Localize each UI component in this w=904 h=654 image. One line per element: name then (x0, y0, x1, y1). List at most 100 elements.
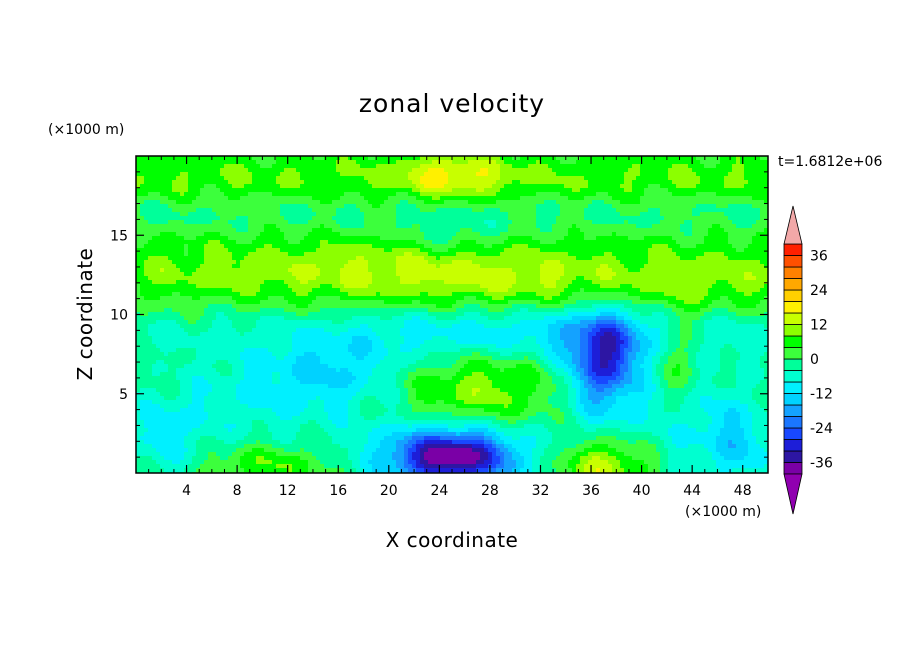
heatmap-cell (344, 176, 349, 181)
heatmap-cell (416, 208, 421, 213)
heatmap-cell (152, 236, 157, 241)
heatmap-cell (340, 244, 345, 249)
heatmap-cell (460, 188, 465, 193)
heatmap-cell (440, 176, 445, 181)
heatmap-cell (376, 160, 381, 165)
heatmap-cell (396, 236, 401, 241)
heatmap-cell (740, 168, 745, 173)
heatmap-cell (260, 212, 265, 217)
heatmap-cell (756, 268, 761, 273)
heatmap-cell (516, 212, 521, 217)
heatmap-cell (672, 204, 677, 209)
heatmap-cell (256, 276, 261, 281)
heatmap-cell (680, 232, 685, 237)
heatmap-cell (372, 180, 377, 185)
heatmap-cell (352, 176, 357, 181)
heatmap-cell (216, 192, 221, 197)
heatmap-cell (640, 188, 645, 193)
heatmap-cell (624, 204, 629, 209)
heatmap-cell (568, 212, 573, 217)
heatmap-cell (628, 200, 633, 205)
heatmap-cell (348, 264, 353, 269)
heatmap-cell (548, 184, 553, 189)
heatmap-cell (580, 180, 585, 185)
heatmap-cell (664, 176, 669, 181)
heatmap-cell (748, 264, 753, 269)
heatmap-cell (360, 280, 365, 285)
heatmap-cell (460, 204, 465, 209)
heatmap-cell (436, 248, 441, 253)
heatmap-cell (340, 264, 345, 269)
heatmap-cell (436, 224, 441, 229)
heatmap-cell (448, 180, 453, 185)
heatmap-cell (540, 164, 545, 169)
heatmap-cell (488, 276, 493, 281)
heatmap-cell (564, 248, 569, 253)
heatmap-cell (704, 168, 709, 173)
heatmap-cell (532, 160, 537, 165)
heatmap-cell (564, 252, 569, 257)
heatmap-cell (276, 200, 281, 205)
heatmap-cell (700, 256, 705, 261)
heatmap-cell (224, 184, 229, 189)
heatmap-cell (572, 196, 577, 201)
heatmap-cell (380, 196, 385, 201)
heatmap-cell (280, 220, 285, 225)
heatmap-cell (348, 280, 353, 285)
heatmap-cell (240, 280, 245, 285)
heatmap-cell (756, 200, 761, 205)
heatmap-cell (152, 252, 157, 257)
heatmap-cell (176, 252, 181, 257)
heatmap-cell (712, 192, 717, 197)
heatmap-cell (272, 232, 277, 237)
heatmap-cell (224, 272, 229, 277)
heatmap-cell (368, 212, 373, 217)
heatmap-cell (416, 176, 421, 181)
heatmap-cell (636, 184, 641, 189)
heatmap-cell (648, 240, 653, 245)
heatmap-cell (268, 256, 273, 261)
heatmap-cell (320, 272, 325, 277)
heatmap-cell (536, 252, 541, 257)
heatmap-cell (580, 264, 585, 269)
heatmap-cell (220, 200, 225, 205)
heatmap-cell (388, 196, 393, 201)
heatmap-cell (632, 156, 637, 161)
heatmap-cell (152, 224, 157, 229)
heatmap-cell (732, 232, 737, 237)
heatmap-cell (220, 196, 225, 201)
heatmap-cell (580, 240, 585, 245)
heatmap-cell (172, 240, 177, 245)
heatmap-cell (664, 168, 669, 173)
heatmap-cell (316, 180, 321, 185)
heatmap-cell (180, 248, 185, 253)
heatmap-cell (304, 208, 309, 213)
heatmap-cell (320, 244, 325, 249)
heatmap-cell (752, 172, 757, 177)
heatmap-cell (460, 244, 465, 249)
heatmap-cell (404, 216, 409, 221)
heatmap-cell (208, 188, 213, 193)
heatmap-cell (524, 208, 529, 213)
heatmap-cell (532, 276, 537, 281)
heatmap-cell (212, 208, 217, 213)
heatmap-cell (692, 196, 697, 201)
heatmap-cell (300, 212, 305, 217)
heatmap-cell (212, 248, 217, 253)
heatmap-cell (684, 160, 689, 165)
heatmap-cell (624, 216, 629, 221)
heatmap-cell (448, 208, 453, 213)
heatmap-cell (408, 168, 413, 173)
heatmap-cell (472, 276, 477, 281)
heatmap-cell (608, 188, 613, 193)
heatmap-cell (724, 204, 729, 209)
heatmap-cell (160, 192, 165, 197)
heatmap-cell (468, 264, 473, 269)
heatmap-cell (456, 276, 461, 281)
heatmap-cell (600, 184, 605, 189)
heatmap-cell (352, 276, 357, 281)
heatmap-cell (280, 280, 285, 285)
heatmap-cell (740, 212, 745, 217)
heatmap-cell (268, 260, 273, 265)
heatmap-cell (744, 212, 749, 217)
